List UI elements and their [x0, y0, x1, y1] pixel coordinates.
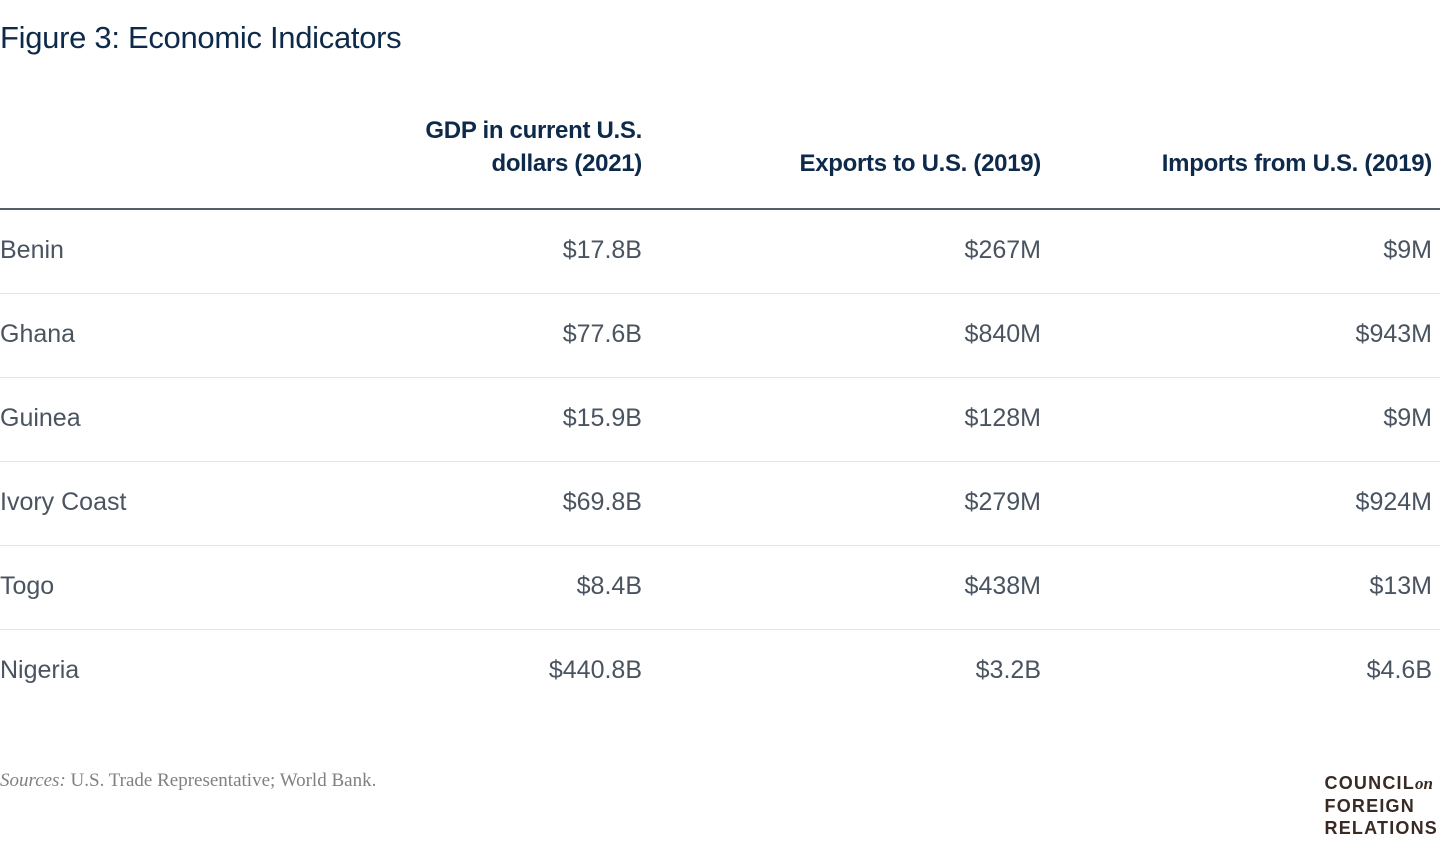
- table-row: Benin $17.8B $267M $9M: [0, 210, 1440, 294]
- imports-cell: $9M: [1383, 236, 1432, 264]
- table-row: Nigeria $440.8B $3.2B $4.6B: [0, 630, 1440, 713]
- imports-cell: $4.6B: [1366, 656, 1432, 684]
- table-row: Guinea $15.9B $128M $9M: [0, 378, 1440, 462]
- column-header-imports: Imports from U.S. (2019): [1161, 150, 1433, 177]
- country-cell: Togo: [0, 572, 55, 600]
- table-row: Ivory Coast $69.8B $279M $924M: [0, 462, 1440, 546]
- imports-cell: $13M: [1369, 572, 1432, 600]
- imports-cell: $943M: [1355, 320, 1432, 348]
- table-header: GDP in current U.S. dollars (2021) Expor…: [0, 110, 1440, 210]
- exports-cell: $279M: [964, 488, 1041, 516]
- country-cell: Benin: [0, 236, 64, 264]
- gdp-cell: $440.8B: [548, 656, 642, 684]
- exports-cell: $3.2B: [975, 656, 1041, 684]
- imports-cell: $924M: [1355, 488, 1432, 516]
- gdp-cell: $69.8B: [562, 488, 642, 516]
- country-cell: Ivory Coast: [0, 488, 127, 516]
- exports-cell: $438M: [964, 572, 1041, 600]
- table-row: Ghana $77.6B $840M $943M: [0, 294, 1440, 378]
- exports-cell: $128M: [964, 404, 1041, 432]
- logo-on: on: [1414, 774, 1433, 793]
- column-header-gdp: GDP in current U.S. dollars (2021): [425, 117, 642, 177]
- logo-line-1: COUNCIL: [1324, 773, 1415, 793]
- cfr-logo: COUNCILon FOREIGN RELATIONS: [1325, 772, 1438, 839]
- figure-title: Figure 3: Economic Indicators: [0, 20, 402, 55]
- exports-cell: $840M: [964, 320, 1041, 348]
- country-cell: Guinea: [0, 404, 81, 432]
- column-header-exports: Exports to U.S. (2019): [799, 150, 1042, 177]
- table-row: Togo $8.4B $438M $13M: [0, 546, 1440, 630]
- logo-line-2: FOREIGN: [1324, 796, 1415, 816]
- economic-indicators-table: GDP in current U.S. dollars (2021) Expor…: [0, 110, 1440, 713]
- gdp-cell: $77.6B: [562, 320, 642, 348]
- imports-cell: $9M: [1383, 404, 1432, 432]
- gdp-cell: $15.9B: [562, 404, 642, 432]
- gdp-cell: $8.4B: [576, 572, 642, 600]
- exports-cell: $267M: [964, 236, 1041, 264]
- logo-line-3: RELATIONS: [1324, 818, 1438, 838]
- source-note: Sources: U.S. Trade Representative; Worl…: [0, 770, 376, 792]
- gdp-cell: $17.8B: [562, 236, 642, 264]
- country-cell: Ghana: [0, 320, 76, 348]
- source-text: U.S. Trade Representative; World Bank.: [65, 770, 377, 791]
- country-cell: Nigeria: [0, 656, 80, 684]
- source-label: Sources:: [0, 770, 66, 791]
